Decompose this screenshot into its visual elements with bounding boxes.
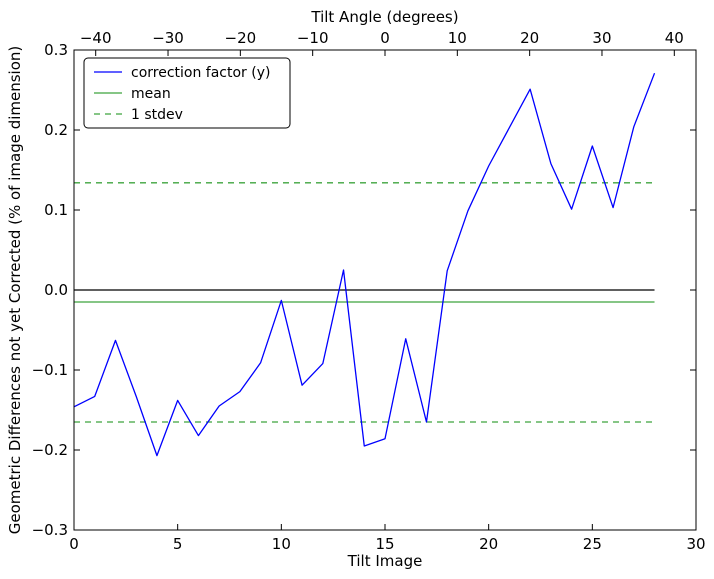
y-axis-title: Geometric Differences not yet Corrected …	[6, 46, 24, 535]
top-x-tick-label: 30	[592, 29, 611, 47]
top-x-tick-label: 20	[520, 29, 539, 47]
y-tick-label: 0.2	[44, 121, 68, 139]
y-tick-label: −0.1	[32, 361, 68, 379]
x-tick-label: 10	[272, 535, 291, 553]
series-layer	[73, 72, 656, 457]
legend-label-mean: mean	[131, 86, 171, 102]
top-x-tick-label: −40	[80, 29, 112, 47]
top-x-tick-label: 10	[448, 29, 467, 47]
top-x-tick-label: 40	[665, 29, 684, 47]
x-axis-title: Tilt Image	[347, 552, 423, 570]
top-x-tick-label: 0	[380, 29, 390, 47]
ticks-layer: 0 5 10 15 20 25 30 −0.3 −0.2 −0.1 0.0 0.1 0.2 0.3 −40 −…	[32, 29, 706, 553]
series-line-correction-factor-y	[73, 72, 656, 457]
top-x-axis-title: Tilt Angle (degrees)	[310, 8, 458, 26]
legend: correction factor (y) mean 1 stdev	[83, 57, 291, 129]
top-x-tick-label: −20	[225, 29, 257, 47]
y-tick-label: −0.2	[32, 441, 68, 459]
y-tick-label: 0.1	[44, 201, 68, 219]
x-tick-label: 0	[69, 535, 79, 553]
top-x-tick-label: −30	[152, 29, 184, 47]
legend-label-stdev: 1 stdev	[131, 107, 183, 123]
legend-label-correction: correction factor (y)	[131, 65, 270, 81]
x-tick-label: 25	[583, 535, 602, 553]
y-tick-label: 0.0	[44, 281, 68, 299]
top-x-tick-label: −10	[297, 29, 329, 47]
x-tick-label: 15	[375, 535, 394, 553]
y-tick-label: −0.3	[32, 521, 68, 539]
x-tick-label: 5	[173, 535, 183, 553]
legend-box	[83, 57, 291, 129]
x-tick-label: 20	[479, 535, 498, 553]
x-tick-label: 30	[686, 535, 705, 553]
y-tick-label: 0.3	[44, 41, 68, 59]
